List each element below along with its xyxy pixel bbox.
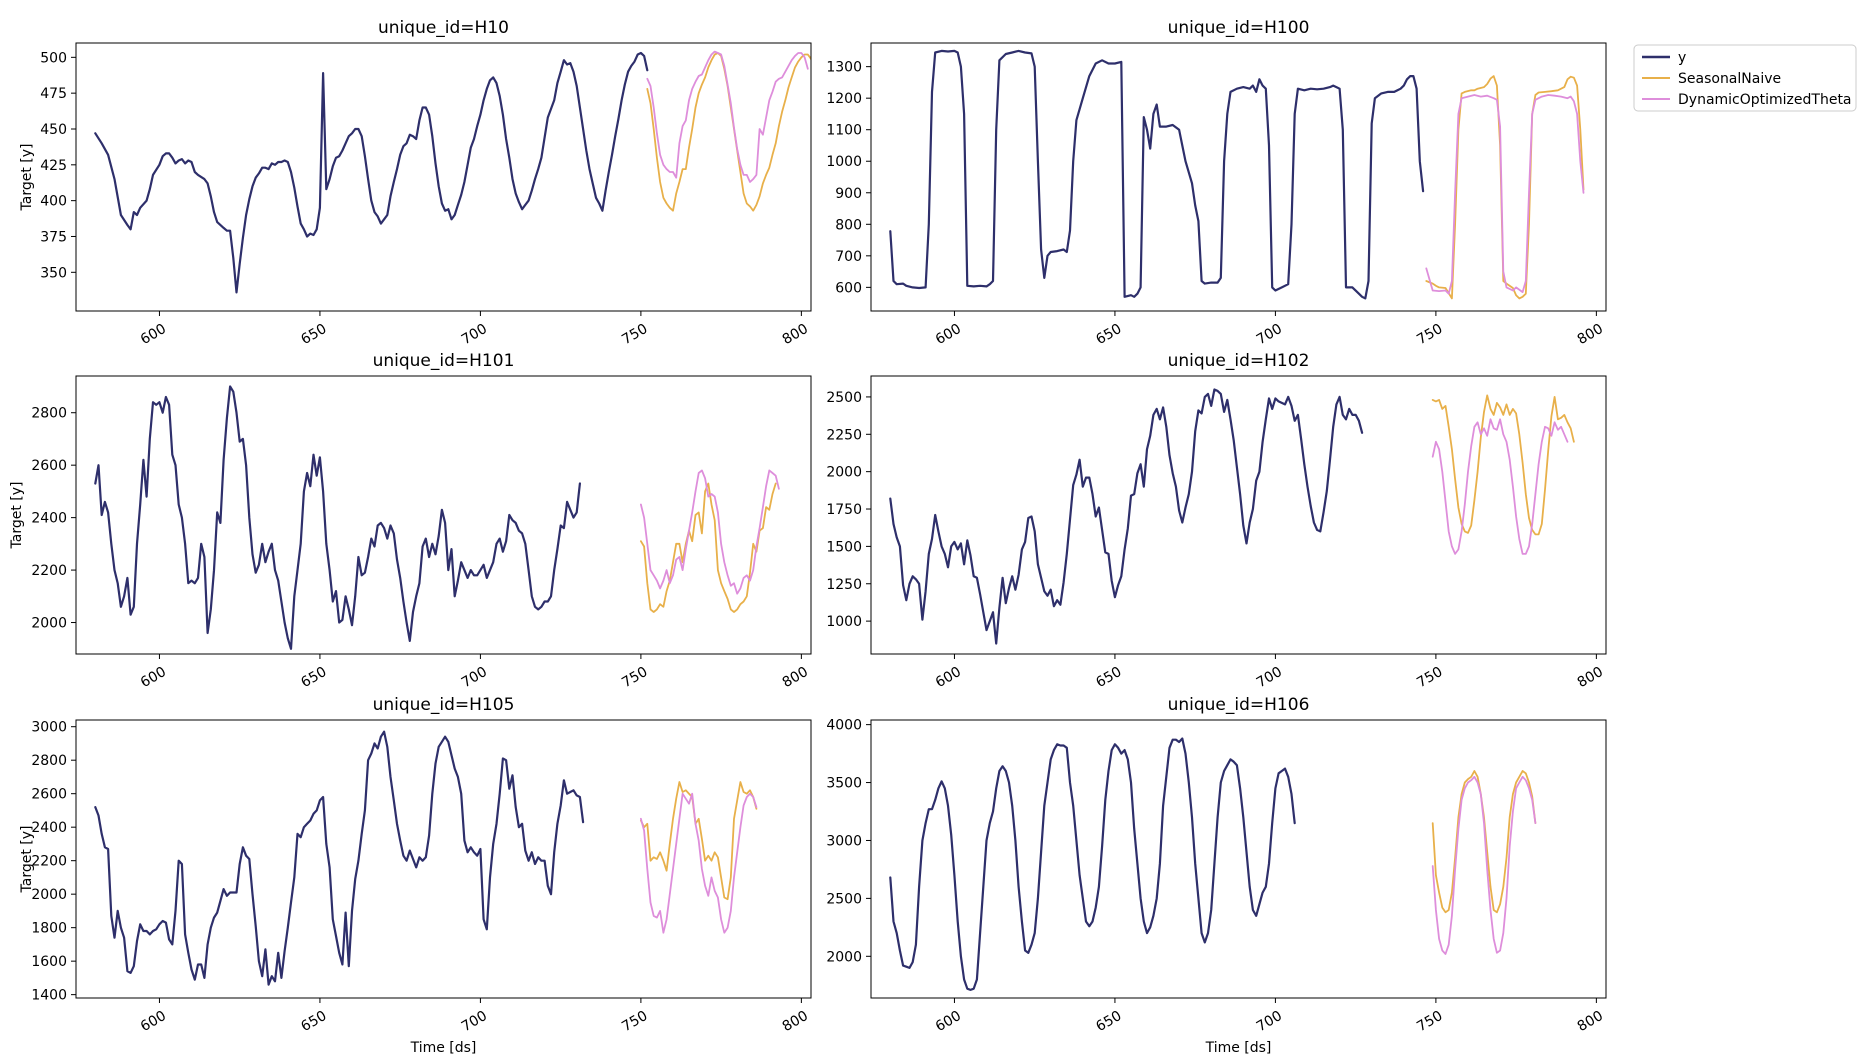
series-line-y: [94, 730, 585, 986]
y-tick-label: 1400: [31, 988, 67, 1004]
legend-label: DynamicOptimizedTheta: [1678, 92, 1852, 108]
y-tick-label: 3000: [826, 833, 862, 849]
series-line-y: [889, 388, 1364, 645]
legend-item: y: [1642, 50, 1686, 66]
plot-frame: [75, 42, 812, 312]
series-line-dynamicoptimizedtheta: [640, 792, 758, 934]
y-tick-label: 4000: [826, 718, 862, 734]
y-tick-label: 2200: [31, 563, 67, 579]
series-group: [889, 49, 1585, 300]
series-line-dynamicoptimizedtheta: [640, 469, 780, 595]
legend-label: SeasonalNaive: [1678, 71, 1781, 87]
y-tick-label: 500: [40, 50, 67, 66]
panel-title: unique_id=H102: [1168, 351, 1310, 371]
y-tick-label: 1100: [826, 123, 862, 139]
series-line-seasonalnaive: [640, 781, 758, 901]
x-axis-label: Time [ds]: [1205, 1040, 1272, 1056]
series-group: [94, 385, 780, 650]
panel-title: unique_id=H106: [1168, 695, 1310, 715]
legend-frame: [1633, 44, 1857, 112]
series-line-seasonalnaive: [1431, 394, 1575, 536]
series-line-y: [94, 385, 581, 650]
y-tick-label: 600: [835, 280, 862, 296]
panel-title: unique_id=H10: [378, 18, 509, 38]
plot-frame: [870, 719, 1607, 999]
panel-title: unique_id=H101: [373, 351, 515, 371]
series-line-dynamicoptimizedtheta: [1431, 775, 1537, 955]
y-tick-label: 2000: [31, 616, 67, 632]
series-group: [889, 388, 1575, 645]
series-line-dynamicoptimizedtheta: [646, 50, 809, 183]
y-tick-label: 2250: [826, 427, 862, 443]
y-tick-label: 2000: [826, 465, 862, 481]
legend-label: y: [1678, 50, 1686, 66]
y-tick-label: 700: [835, 249, 862, 265]
y-tick-label: 400: [40, 194, 67, 210]
y-tick-label: 2200: [31, 854, 67, 870]
y-tick-label: 1000: [826, 154, 862, 170]
y-tick-label: 350: [40, 265, 67, 281]
y-tick-label: 425: [40, 158, 67, 174]
panel-title: unique_id=H100: [1168, 18, 1310, 38]
plot-frame: [870, 42, 1607, 312]
legend-item: SeasonalNaive: [1642, 71, 1781, 87]
y-tick-label: 1750: [826, 502, 862, 518]
series-line-dynamicoptimizedtheta: [1431, 418, 1569, 555]
series-line-dynamicoptimizedtheta: [1425, 94, 1585, 295]
y-tick-label: 1300: [826, 60, 862, 76]
y-tick-label: 1250: [826, 577, 862, 593]
series-line-seasonalnaive: [640, 482, 777, 613]
y-tick-label: 1000: [826, 614, 862, 630]
series-line-y: [94, 51, 649, 294]
y-tick-label: 2500: [826, 891, 862, 907]
series-line-y: [889, 737, 1296, 991]
y-tick-label: 2400: [31, 511, 67, 527]
y-tick-label: 900: [835, 186, 862, 202]
plot-frame: [75, 375, 812, 655]
panel-title: unique_id=H105: [373, 695, 515, 715]
y-tick-label: 2000: [31, 887, 67, 903]
y-tick-label: 800: [835, 217, 862, 233]
y-tick-label: 2800: [31, 406, 67, 422]
y-tick-label: 1800: [31, 921, 67, 937]
y-tick-label: 3500: [826, 776, 862, 792]
legend-item: DynamicOptimizedTheta: [1642, 92, 1852, 108]
x-axis-label: Time [ds]: [410, 1040, 477, 1056]
plot-frame: [75, 719, 812, 999]
y-axis-label: Target [y]: [19, 144, 35, 212]
series-group: [889, 737, 1537, 991]
y-tick-label: 3000: [31, 720, 67, 736]
y-tick-label: 2000: [826, 949, 862, 965]
series-group: [94, 50, 811, 294]
y-tick-label: 1200: [826, 91, 862, 107]
legend: y SeasonalNaive DynamicOptimizedTheta: [1633, 44, 1857, 112]
y-tick-label: 475: [40, 86, 67, 102]
y-tick-label: 375: [40, 229, 67, 245]
series-group: [94, 730, 758, 986]
plot-frame: [870, 375, 1607, 655]
y-tick-label: 2600: [31, 787, 67, 803]
y-tick-label: 2600: [31, 458, 67, 474]
y-axis-label: Target [y]: [19, 826, 35, 894]
y-tick-label: 2800: [31, 753, 67, 769]
y-tick-label: 1500: [826, 539, 862, 555]
y-tick-label: 2400: [31, 820, 67, 836]
y-axis-label: Target [y]: [9, 482, 25, 550]
y-tick-label: 1600: [31, 954, 67, 970]
y-tick-label: 450: [40, 122, 67, 138]
y-tick-label: 2500: [826, 390, 862, 406]
series-line-y: [889, 49, 1425, 300]
